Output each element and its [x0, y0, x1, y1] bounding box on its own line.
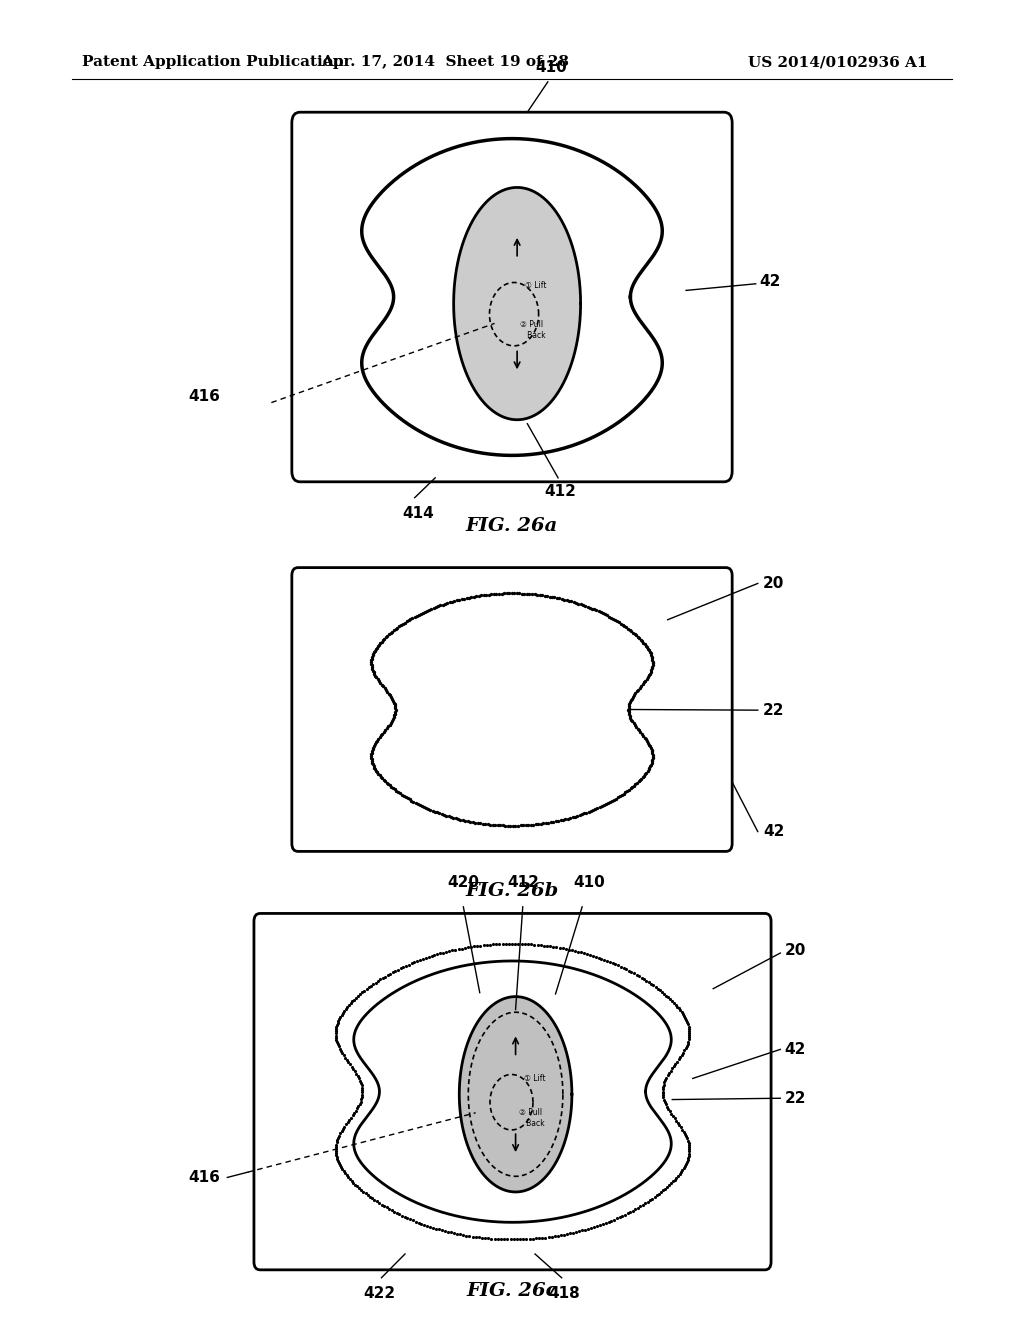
Text: 414: 414 — [401, 506, 434, 520]
Polygon shape — [460, 997, 571, 1192]
FancyBboxPatch shape — [292, 112, 732, 482]
Text: Patent Application Publication: Patent Application Publication — [82, 55, 344, 70]
Text: ① Lift: ① Lift — [525, 281, 547, 289]
Text: Apr. 17, 2014  Sheet 19 of 28: Apr. 17, 2014 Sheet 19 of 28 — [322, 55, 569, 70]
Text: 20: 20 — [763, 576, 784, 591]
Text: 412: 412 — [544, 484, 577, 499]
Polygon shape — [361, 139, 663, 455]
Text: 416: 416 — [188, 1170, 220, 1185]
Polygon shape — [353, 961, 672, 1222]
Text: ② Pull
   Back: ② Pull Back — [520, 321, 546, 339]
Text: FIG. 26a: FIG. 26a — [466, 517, 558, 536]
Text: ① Lift: ① Lift — [523, 1074, 545, 1082]
Text: US 2014/0102936 A1: US 2014/0102936 A1 — [748, 55, 927, 70]
Text: 42: 42 — [784, 1041, 806, 1057]
Text: FIG. 26b: FIG. 26b — [465, 882, 559, 900]
Text: 412: 412 — [507, 875, 539, 890]
Text: 422: 422 — [364, 1286, 395, 1300]
Text: 22: 22 — [763, 702, 784, 718]
Text: 410: 410 — [535, 61, 567, 75]
Polygon shape — [454, 187, 581, 420]
Text: 20: 20 — [784, 942, 806, 958]
Text: ② Pull
   Back: ② Pull Back — [518, 1109, 545, 1127]
Text: 418: 418 — [548, 1286, 580, 1300]
FancyBboxPatch shape — [292, 568, 732, 851]
FancyBboxPatch shape — [254, 913, 771, 1270]
Text: 42: 42 — [760, 273, 781, 289]
Text: 410: 410 — [573, 875, 605, 890]
Text: 42: 42 — [763, 824, 784, 840]
Text: 22: 22 — [784, 1090, 806, 1106]
Text: 416: 416 — [188, 388, 220, 404]
Text: 420: 420 — [447, 875, 479, 890]
Text: FIG. 26c: FIG. 26c — [466, 1282, 558, 1300]
